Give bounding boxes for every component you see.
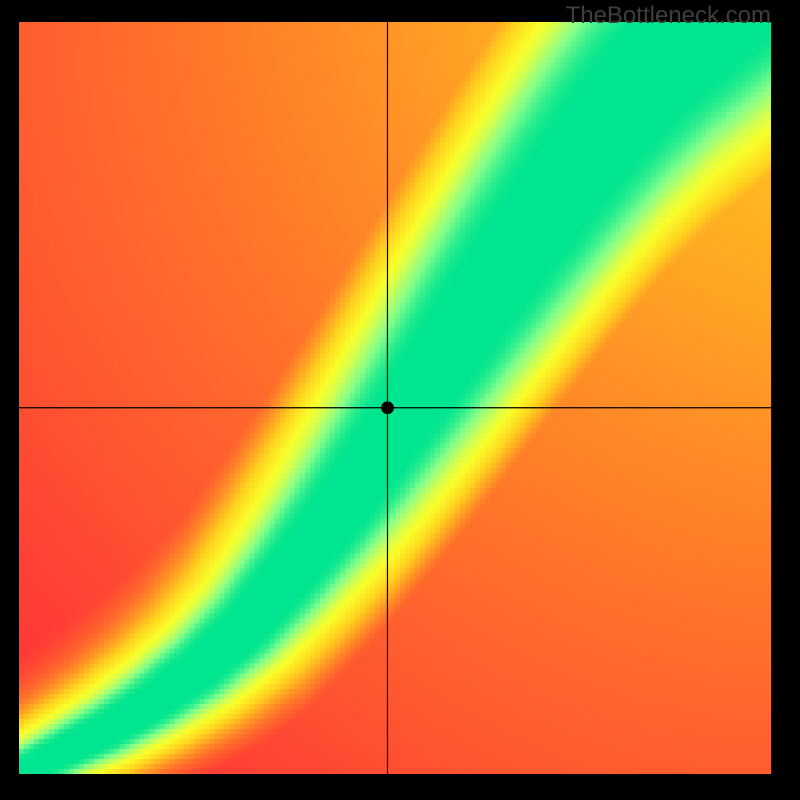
watermark-text: TheBottleneck.com <box>566 2 771 30</box>
bottleneck-heatmap <box>19 22 771 774</box>
chart-container: TheBottleneck.com <box>0 0 800 800</box>
